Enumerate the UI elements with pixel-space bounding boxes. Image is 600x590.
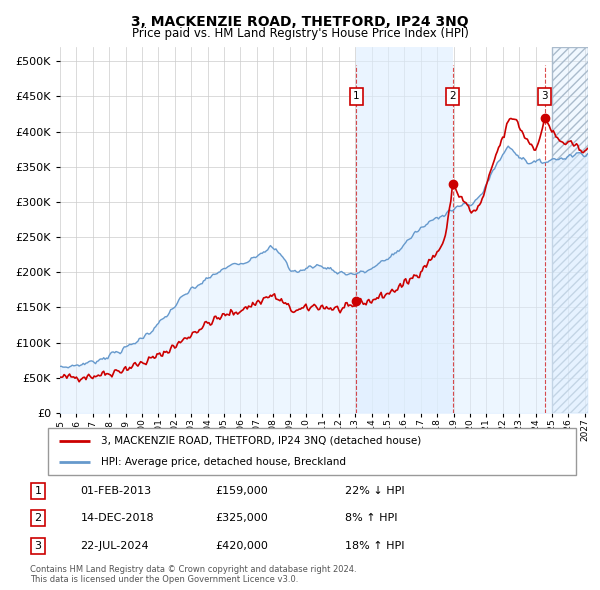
Bar bbox=[356, 47, 453, 413]
Text: This data is licensed under the Open Government Licence v3.0.: This data is licensed under the Open Gov… bbox=[29, 575, 298, 584]
Text: 8% ↑ HPI: 8% ↑ HPI bbox=[346, 513, 398, 523]
Text: 3: 3 bbox=[541, 91, 548, 101]
Text: 22% ↓ HPI: 22% ↓ HPI bbox=[346, 486, 405, 496]
Text: 01-FEB-2013: 01-FEB-2013 bbox=[80, 486, 152, 496]
Text: 1: 1 bbox=[353, 91, 360, 101]
Bar bbox=[552, 47, 588, 413]
Text: 2: 2 bbox=[35, 513, 41, 523]
Text: Contains HM Land Registry data © Crown copyright and database right 2024.: Contains HM Land Registry data © Crown c… bbox=[29, 565, 356, 573]
Text: 3, MACKENZIE ROAD, THETFORD, IP24 3NQ (detached house): 3, MACKENZIE ROAD, THETFORD, IP24 3NQ (d… bbox=[101, 436, 421, 446]
Text: 14-DEC-2018: 14-DEC-2018 bbox=[80, 513, 154, 523]
Text: £159,000: £159,000 bbox=[216, 486, 269, 496]
Text: 22-JUL-2024: 22-JUL-2024 bbox=[80, 541, 149, 551]
Text: Price paid vs. HM Land Registry's House Price Index (HPI): Price paid vs. HM Land Registry's House … bbox=[131, 27, 469, 40]
Text: £420,000: £420,000 bbox=[216, 541, 269, 551]
Text: 2: 2 bbox=[449, 91, 456, 101]
Text: 18% ↑ HPI: 18% ↑ HPI bbox=[346, 541, 405, 551]
Text: £325,000: £325,000 bbox=[216, 513, 269, 523]
Text: 3, MACKENZIE ROAD, THETFORD, IP24 3NQ: 3, MACKENZIE ROAD, THETFORD, IP24 3NQ bbox=[131, 15, 469, 29]
Text: 1: 1 bbox=[35, 486, 41, 496]
Bar bbox=[552, 47, 588, 413]
Text: HPI: Average price, detached house, Breckland: HPI: Average price, detached house, Brec… bbox=[101, 457, 346, 467]
Text: 3: 3 bbox=[35, 541, 41, 551]
